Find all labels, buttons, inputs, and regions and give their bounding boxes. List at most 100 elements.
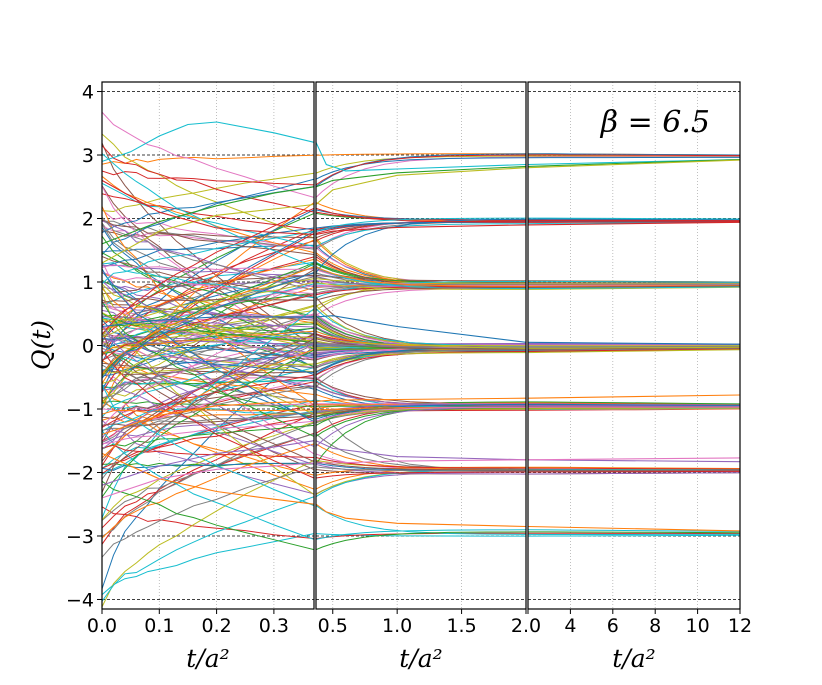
series-line bbox=[316, 459, 526, 464]
series-line bbox=[528, 529, 740, 532]
series-line bbox=[102, 207, 314, 335]
series-line bbox=[316, 397, 526, 402]
series-line bbox=[316, 315, 526, 343]
series-line bbox=[102, 256, 314, 341]
series-line bbox=[102, 342, 314, 399]
x-tick-label: 6 bbox=[607, 615, 619, 637]
series-line bbox=[102, 338, 314, 493]
series-line bbox=[316, 351, 526, 376]
y-tick-label: −4 bbox=[66, 589, 94, 611]
series-line bbox=[102, 304, 314, 384]
y-tick-label: −1 bbox=[66, 399, 94, 421]
series-line bbox=[102, 433, 314, 521]
series-line bbox=[528, 158, 740, 167]
series-line bbox=[102, 224, 314, 346]
x-tick-label: 2.0 bbox=[511, 615, 541, 637]
series-line bbox=[316, 337, 526, 347]
series-line bbox=[528, 401, 740, 405]
series-line bbox=[316, 217, 526, 232]
series-line bbox=[102, 315, 314, 328]
series-line bbox=[528, 534, 740, 537]
series-line bbox=[528, 457, 740, 461]
series-line bbox=[528, 346, 740, 348]
series-line bbox=[316, 165, 526, 188]
series-line bbox=[102, 334, 314, 369]
series-line bbox=[102, 230, 314, 285]
series-line bbox=[102, 399, 314, 476]
series-line bbox=[528, 341, 740, 345]
series-line bbox=[316, 218, 526, 273]
series-line bbox=[102, 298, 314, 304]
panel-frame bbox=[315, 81, 527, 610]
series-line bbox=[102, 276, 314, 348]
series-line bbox=[528, 525, 740, 532]
series-line bbox=[316, 349, 526, 369]
series-layer bbox=[102, 111, 740, 608]
series-line bbox=[102, 313, 314, 428]
x-tick-label: 0.3 bbox=[259, 615, 289, 637]
series-line bbox=[102, 424, 314, 450]
series-line bbox=[102, 422, 314, 537]
series-line bbox=[102, 186, 314, 234]
series-line bbox=[102, 264, 314, 277]
series-line bbox=[316, 440, 526, 461]
series-line bbox=[102, 409, 314, 415]
series-line bbox=[316, 153, 526, 156]
series-line bbox=[102, 349, 314, 498]
series-line bbox=[528, 285, 740, 287]
series-line bbox=[316, 154, 526, 186]
series-line bbox=[316, 403, 526, 465]
series-line bbox=[102, 294, 314, 362]
x-tick-label: 12 bbox=[728, 615, 752, 637]
series-line bbox=[316, 221, 526, 229]
series-line bbox=[102, 416, 314, 469]
series-line bbox=[102, 179, 314, 235]
series-line bbox=[102, 305, 314, 404]
x-tick-label: 0.0 bbox=[87, 615, 117, 637]
series-line bbox=[528, 407, 740, 410]
x-tick-label: 10 bbox=[686, 615, 710, 637]
series-line bbox=[102, 374, 314, 428]
series-line bbox=[102, 440, 314, 486]
series-line bbox=[102, 403, 314, 413]
series-line bbox=[102, 186, 314, 245]
series-line bbox=[316, 142, 526, 172]
series-line bbox=[102, 362, 314, 379]
series-line bbox=[102, 420, 314, 445]
series-line bbox=[528, 217, 740, 220]
series-line bbox=[102, 312, 314, 339]
series-line bbox=[102, 345, 314, 590]
series-line bbox=[102, 278, 314, 336]
series-line bbox=[102, 266, 314, 375]
series-line bbox=[102, 271, 314, 295]
series-line bbox=[528, 285, 740, 288]
series-line bbox=[102, 312, 314, 343]
series-line bbox=[528, 467, 740, 470]
series-line bbox=[102, 337, 314, 358]
series-line bbox=[528, 466, 740, 469]
series-line bbox=[102, 287, 314, 377]
series-line bbox=[316, 167, 526, 205]
x-tick-label: 1.0 bbox=[382, 615, 412, 637]
series-line bbox=[102, 384, 314, 507]
series-line bbox=[102, 466, 314, 558]
series-line bbox=[316, 287, 526, 316]
y-tick-label: 1 bbox=[82, 272, 94, 294]
x-tick-label: 8 bbox=[649, 615, 661, 637]
series-line bbox=[102, 121, 314, 162]
series-line bbox=[102, 459, 314, 608]
y-tick-label: 0 bbox=[82, 336, 94, 358]
series-line bbox=[102, 316, 314, 328]
series-line bbox=[102, 216, 314, 291]
series-line bbox=[102, 240, 314, 326]
x-tick-label: 4 bbox=[564, 615, 576, 637]
series-line bbox=[316, 287, 526, 301]
series-line bbox=[102, 268, 314, 422]
y-tick-label: 3 bbox=[82, 145, 94, 167]
series-line bbox=[102, 280, 314, 403]
series-line bbox=[316, 461, 526, 471]
series-line bbox=[316, 207, 526, 223]
series-line bbox=[102, 363, 314, 375]
